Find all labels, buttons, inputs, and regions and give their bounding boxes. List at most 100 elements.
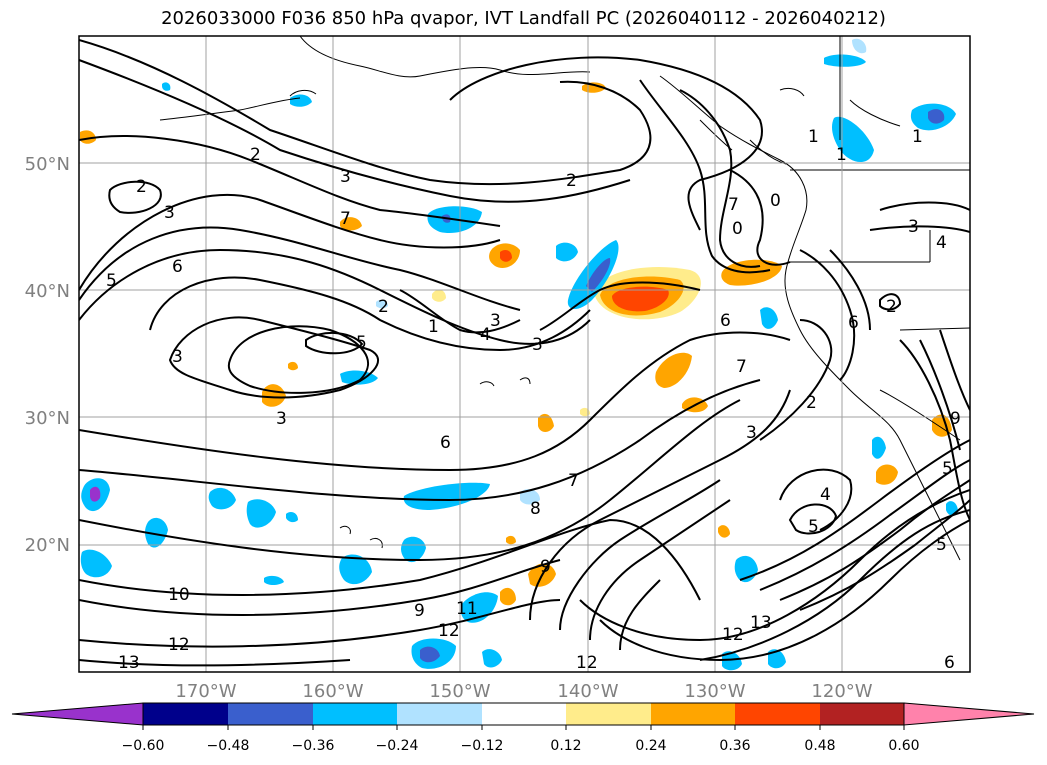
colorbar-segment xyxy=(313,703,397,725)
negative-anomaly-patch xyxy=(208,487,236,510)
contour-label: 0 xyxy=(732,219,743,239)
negative-anomaly-patch xyxy=(246,499,276,528)
lon-tick-label: 130°W xyxy=(684,681,745,702)
contour-label: 4 xyxy=(480,325,491,345)
contour-label: 5 xyxy=(942,459,953,479)
negative-anomaly-patch xyxy=(824,54,866,67)
contour-label: 3 xyxy=(164,203,175,223)
contour-label: 2 xyxy=(378,297,389,317)
contour-label: 3 xyxy=(532,335,543,355)
contour-label: 2 xyxy=(566,171,577,191)
colorbar-tick-label: −0.12 xyxy=(461,738,504,754)
lat-tick-label: 20°N xyxy=(25,535,70,556)
negative-anomaly-patch xyxy=(722,651,742,671)
contour-label: 12 xyxy=(576,653,598,673)
contour-labels: 2 3 2 2 7 3 5 6 3 2 4 3 3 1 5 3 6 7 8 9 … xyxy=(106,127,961,673)
contour-label: 2 xyxy=(886,297,897,317)
contour-label: 1 xyxy=(912,127,923,147)
negative-anomaly-patch xyxy=(145,517,168,548)
lat-tick-label: 30°N xyxy=(25,408,70,429)
lon-tick-label: 120°W xyxy=(811,681,872,702)
contour-label: 0 xyxy=(770,191,781,211)
contour-label: 2 xyxy=(806,393,817,413)
negative-anomaly-patch xyxy=(90,486,101,502)
contour-label: 6 xyxy=(172,257,183,277)
contour-label: 5 xyxy=(106,271,117,291)
contour-label: 9 xyxy=(540,557,551,577)
colorbar-segment xyxy=(397,703,482,725)
lon-tick-label: 160°W xyxy=(302,681,363,702)
positive-anomaly-patch xyxy=(655,352,692,388)
negative-anomaly-patch xyxy=(768,649,786,669)
colorbar-tick-label: 0.36 xyxy=(719,738,750,754)
lat-tick-label: 50°N xyxy=(25,154,70,175)
contour-label: 7 xyxy=(728,195,739,215)
contour-label: 1 xyxy=(836,145,847,165)
contour-label: 3 xyxy=(172,347,183,367)
contour-label: 6 xyxy=(944,653,955,673)
contour-label: 5 xyxy=(808,517,819,537)
colorbar-tick-label: −0.48 xyxy=(207,738,250,754)
contour-label: 3 xyxy=(340,167,351,187)
contour-label: 8 xyxy=(530,499,541,519)
contour-label: 7 xyxy=(736,357,747,377)
positive-anomaly-patch xyxy=(288,361,298,371)
contour-label: 12 xyxy=(168,635,190,655)
contour-label: 13 xyxy=(750,613,772,633)
colorbar-extend-max xyxy=(903,702,1035,726)
positive-anomaly-patch xyxy=(500,250,512,262)
map-frame xyxy=(78,35,971,673)
contour-label: 9 xyxy=(950,409,961,429)
colorbar-segment xyxy=(566,703,651,725)
negative-anomaly-patch xyxy=(264,575,284,585)
colorbar-segment xyxy=(228,703,313,725)
contour-label: 2 xyxy=(250,145,261,165)
negative-anomaly-patch xyxy=(520,489,540,505)
positive-anomaly-patch xyxy=(500,587,516,606)
colorbar-tick-label: 0.12 xyxy=(550,738,581,754)
negative-anomaly-patch xyxy=(80,549,112,578)
contour-label: 1 xyxy=(808,127,819,147)
contour-label: 9 xyxy=(414,601,425,621)
positive-anomaly-patch xyxy=(876,464,898,485)
colorbar: −0.60 −0.48 −0.36 −0.24 −0.12 0.12 0.24 … xyxy=(11,702,1035,754)
colorbar-tick-label: 0.24 xyxy=(635,738,666,754)
contour-label: 4 xyxy=(936,233,947,253)
coastlines xyxy=(159,36,970,561)
positive-anomaly-patch xyxy=(718,525,730,538)
contour-label: 6 xyxy=(848,313,859,333)
colorbar-tick-label: 0.60 xyxy=(888,738,919,754)
positive-anomaly-patch xyxy=(432,289,446,302)
negative-anomaly-patch xyxy=(339,554,372,585)
negative-anomaly-patch xyxy=(401,536,426,563)
shaded-anomaly-field xyxy=(80,38,958,671)
contour-label: 6 xyxy=(440,433,451,453)
lon-tick-label: 170°W xyxy=(175,681,236,702)
contour-label: 3 xyxy=(746,423,757,443)
contour-label: 12 xyxy=(438,621,460,641)
negative-anomaly-patch xyxy=(376,299,388,309)
negative-anomaly-patch xyxy=(556,242,578,262)
contour-label: 11 xyxy=(456,599,478,619)
positive-anomaly-patch xyxy=(262,384,286,407)
positive-anomaly-patch xyxy=(506,535,516,545)
colorbar-tick-label: −0.36 xyxy=(292,738,335,754)
colorbar-segment xyxy=(735,703,820,725)
negative-anomaly-patch xyxy=(586,258,611,292)
contour-label: 12 xyxy=(722,625,744,645)
contour-label: 1 xyxy=(428,317,439,337)
negative-anomaly-patch xyxy=(872,436,886,459)
lon-axis-labels: 170°W 160°W 150°W 140°W 130°W 120°W xyxy=(175,681,872,702)
colorbar-frame xyxy=(142,702,905,726)
colorbar-ticks xyxy=(142,725,905,730)
colorbar-extend-min xyxy=(11,702,144,726)
colorbar-tick-label: −0.60 xyxy=(122,738,165,754)
negative-anomaly-patch xyxy=(482,649,502,668)
negative-anomaly-patch xyxy=(162,82,171,91)
contour-label: 5 xyxy=(356,333,367,353)
map-plot-area: 2 3 2 2 7 3 5 6 3 2 4 3 3 1 5 3 6 7 8 9 … xyxy=(79,36,970,673)
colorbar-segment xyxy=(820,703,904,725)
positive-anomaly-patch xyxy=(612,286,669,312)
lon-tick-label: 150°W xyxy=(429,681,490,702)
